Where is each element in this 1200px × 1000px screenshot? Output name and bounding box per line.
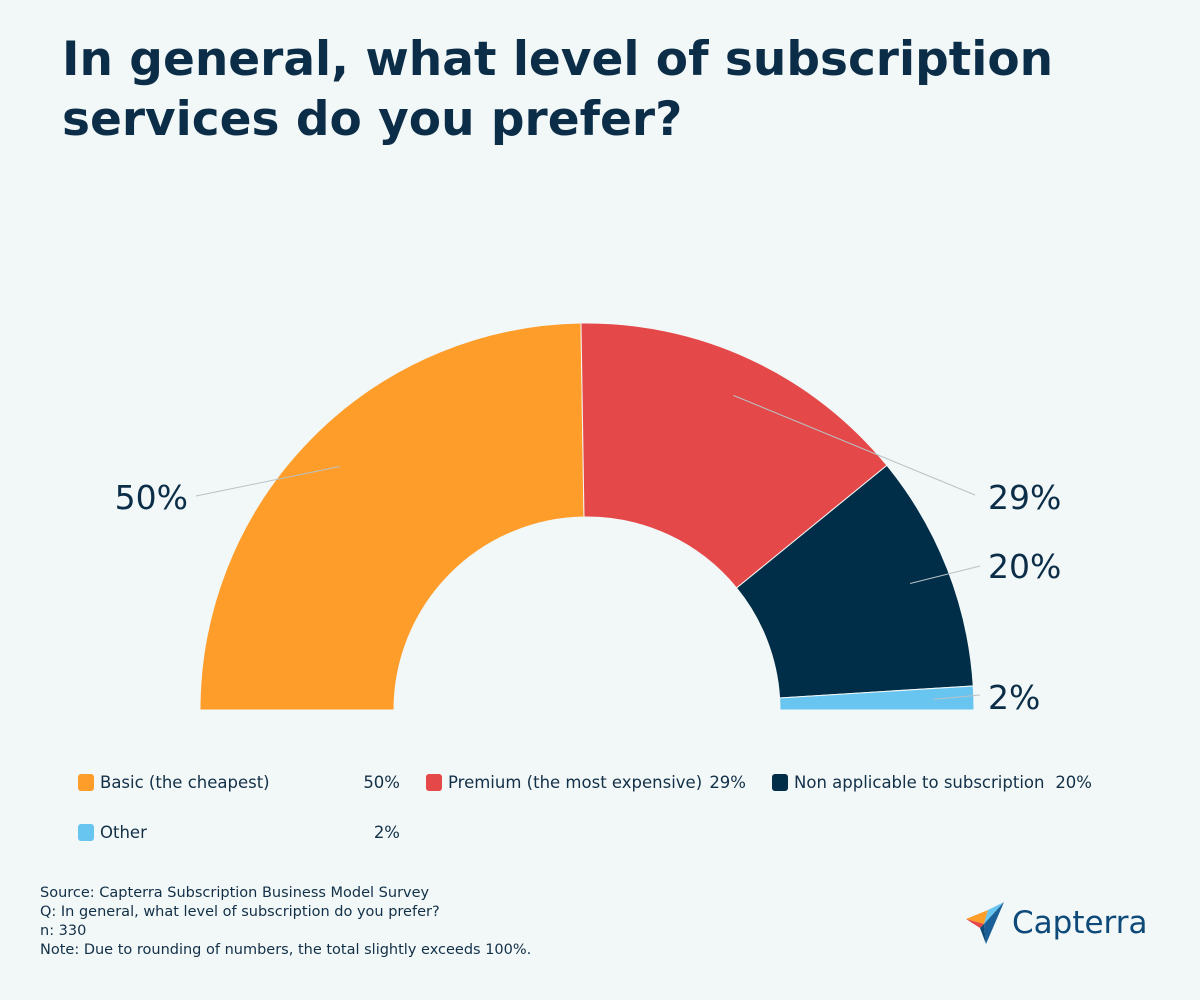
legend-swatch (78, 774, 94, 791)
legend-item: Basic (the cheapest) (78, 773, 270, 792)
source-line: Source: Capterra Subscription Business M… (40, 885, 430, 901)
legend-swatch (772, 774, 788, 791)
data-label-3: 2% (988, 678, 1040, 717)
data-label-2: 20% (988, 547, 1061, 586)
legend-item: Other (78, 823, 147, 842)
capterra-logo: Capterra (966, 902, 1148, 944)
chart-title: In general, what level of subscription s… (62, 32, 1054, 147)
capterra-logo-icon (966, 902, 1004, 944)
sample-size-line: n: 330 (40, 923, 87, 939)
leader-line-0 (195, 466, 340, 497)
legend-label: Other (100, 823, 147, 842)
slice-3 (779, 685, 975, 711)
legend-label: Premium (the most expensive) (448, 773, 703, 792)
leader-line-3 (933, 694, 981, 700)
legend-swatch (78, 824, 94, 841)
legend-item: Non applicable to subscription (772, 773, 1044, 792)
source-notes: Source: Capterra Subscription Business M… (40, 884, 531, 960)
leader-line-1 (733, 394, 976, 496)
legend-value: 29% (709, 773, 746, 792)
legend-label: Non applicable to subscription (794, 773, 1045, 792)
slice-1 (580, 322, 888, 589)
legend-value: 20% (1055, 773, 1092, 792)
data-label-1: 29% (988, 478, 1061, 517)
leader-line-2 (909, 565, 981, 584)
slice-0 (199, 322, 585, 711)
legend-item: Premium (the most expensive) (426, 773, 702, 792)
capterra-logo-text: Capterra (1012, 905, 1148, 941)
legend-swatch (426, 774, 442, 791)
legend-label: Basic (the cheapest) (100, 773, 270, 792)
legend-value: 2% (373, 823, 400, 842)
question-line: Q: In general, what level of subscriptio… (40, 904, 440, 920)
note-line: Note: Due to rounding of numbers, the to… (40, 942, 532, 958)
data-label-0: 50% (115, 478, 188, 517)
legend-value: 50% (363, 773, 400, 792)
